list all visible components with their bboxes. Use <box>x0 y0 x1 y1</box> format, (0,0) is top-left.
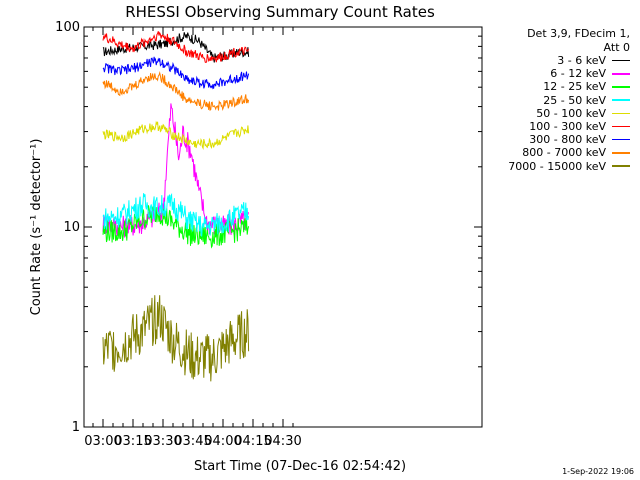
legend-item: 3 - 6 keV <box>480 54 630 67</box>
x-tick-label: 03:30 <box>144 434 181 449</box>
series-line <box>102 205 250 249</box>
legend-label: 3 - 6 keV <box>557 54 606 68</box>
legend-item: 12 - 25 keV <box>480 80 630 93</box>
legend-item: 7000 - 15000 keV <box>480 160 630 173</box>
legend-item: 6 - 12 keV <box>480 67 630 80</box>
legend: Det 3,9, FDecim 1, Att 0 3 - 6 keV 6 - 12… <box>480 27 630 173</box>
legend-swatch <box>612 86 630 88</box>
series-line <box>102 70 250 112</box>
series-line <box>102 56 250 90</box>
y-axis-label: Count Rate (s⁻¹ detector⁻¹) <box>29 139 44 316</box>
x-tick-label: 03:15 <box>114 434 151 449</box>
legend-header-line-1: Det 3,9, FDecim 1, <box>527 27 630 40</box>
legend-label: 100 - 300 keV <box>529 120 606 134</box>
legend-label: 6 - 12 keV <box>550 67 606 81</box>
legend-item: 300 - 800 keV <box>480 133 630 146</box>
x-tick-label: 04:00 <box>204 434 241 449</box>
legend-label: 12 - 25 keV <box>543 80 606 94</box>
x-tick-label: 04:15 <box>234 434 271 449</box>
legend-swatch <box>612 59 630 62</box>
generation-timestamp: 1-Sep-2022 19:06 <box>562 467 634 476</box>
legend-item: 100 - 300 keV <box>480 120 630 133</box>
x-axis-label: Start Time (07-Dec-16 02:54:42) <box>194 459 406 474</box>
series-line <box>102 120 250 150</box>
legend-header-line-2: Att 0 <box>603 40 630 54</box>
series-line <box>102 192 250 237</box>
x-tick-label: 03:45 <box>174 434 211 449</box>
legend-label: 800 - 7000 keV <box>522 146 606 160</box>
series-line <box>102 31 250 63</box>
legend-label: 50 - 100 keV <box>536 106 606 120</box>
legend-item: 50 - 100 keV <box>480 107 630 120</box>
chart-title: RHESSI Observing Summary Count Rates <box>125 3 435 21</box>
legend-swatch <box>612 99 630 101</box>
legend-item: 800 - 7000 keV <box>480 146 630 159</box>
series-line <box>102 295 250 382</box>
legend-swatch <box>612 125 630 128</box>
legend-entries: 3 - 6 keV 6 - 12 keV 12 - 25 keV 25 - 50 ke… <box>480 54 630 173</box>
legend-swatch <box>612 152 630 154</box>
legend-swatch <box>612 165 630 167</box>
x-tick-label: 03:00 <box>84 434 121 449</box>
legend-item: 25 - 50 keV <box>480 94 630 107</box>
legend-label: 25 - 50 keV <box>543 93 606 107</box>
legend-label: 7000 - 15000 keV <box>508 159 606 173</box>
y-tick-label: 100 <box>55 20 80 35</box>
x-tick-label: 04:30 <box>264 434 301 449</box>
plot-frame <box>83 26 483 428</box>
legend-label: 300 - 800 keV <box>529 133 606 147</box>
legend-swatch <box>612 112 630 115</box>
y-tick-label: 10 <box>63 220 80 235</box>
legend-swatch <box>612 73 630 75</box>
y-tick-label: 1 <box>72 420 80 435</box>
legend-swatch <box>612 138 630 141</box>
